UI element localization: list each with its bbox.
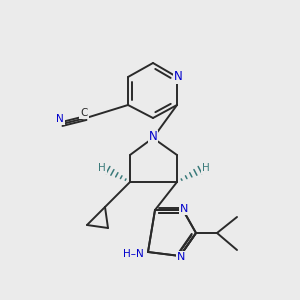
Text: N: N <box>148 130 158 143</box>
Text: H: H <box>202 163 210 173</box>
Text: H: H <box>98 163 106 173</box>
Text: C: C <box>80 108 88 118</box>
Text: N: N <box>180 204 188 214</box>
Text: N: N <box>56 114 64 124</box>
Text: H–N: H–N <box>123 249 144 259</box>
Text: N: N <box>177 252 185 262</box>
Text: N: N <box>174 70 182 83</box>
